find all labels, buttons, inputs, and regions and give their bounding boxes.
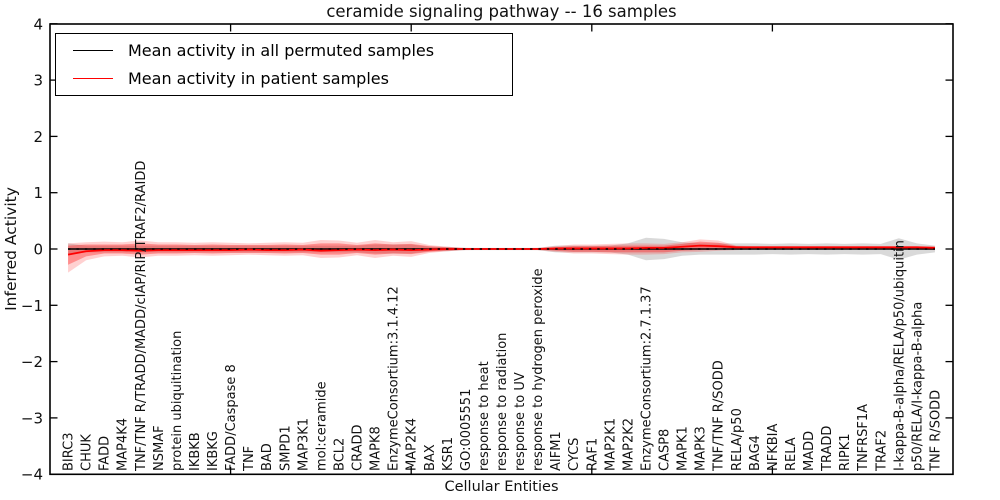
x-tick-label: MAP4K4 [116,418,131,471]
x-tick-label: response to UV [513,372,528,471]
chart-title: ceramide signaling pathway -- 16 samples [326,2,677,21]
x-tick-label: RELA [784,437,799,471]
x-tick-label: CASP8 [658,429,673,471]
y-axis-label: Inferred Activity [2,187,20,311]
x-tick-label: BCL2 [332,438,347,471]
x-tick-label: RAF1 [585,438,600,471]
x-tick-label: MAPK3 [694,426,709,471]
x-tick-label: TNF/TNF R/SODD [712,360,727,472]
x-tick-label: CYCS [567,438,582,471]
x-tick-label: IKBKB [188,432,203,471]
y-tick-label: 2 [33,128,43,146]
legend-permuted-label: Mean activity in all permuted samples [128,41,435,61]
confidence-band-patient-inner [68,241,935,265]
x-tick-label: EnzymeConsortium:3.1.4.12 [387,286,402,471]
y-tick-label: −4 [21,466,43,484]
x-tick-label: RELA/p50 [730,408,745,471]
legend-entry-permuted: Mean activity in all permuted samples [73,41,512,60]
patient-mean-line [67,244,935,256]
confidence-band-patient-outer [68,239,935,273]
x-tick-label: CHUK [80,434,95,471]
x-tick-label: SMPD1 [278,425,293,471]
x-tick-label: MADD [802,431,817,471]
x-tick-label: TNF/TNF R/TRADD/MADD/cIAP/RIP/TRAF2/RAID… [134,161,149,472]
x-tick-label: BIRC3 [62,433,77,472]
x-tick-label: EnzymeConsortium:2.7.1.37 [639,286,654,471]
x-tick-label: MAPK8 [369,426,384,471]
x-tick-label: BAX [423,444,438,471]
x-tick-label: response to heat [477,361,492,471]
y-tick-label: 1 [33,184,43,202]
legend-patient-line-sample [73,77,113,79]
x-tick-label: CRADD [351,425,366,472]
x-tick-label: NSMAF [152,425,167,471]
x-tick-label: NFKBIA [766,424,781,471]
x-tick-label: RIPK1 [838,433,853,471]
x-tick-label: FADD [98,436,113,471]
x-tick-label: AIFM1 [549,431,564,471]
legend: Mean activity in all permuted samples Me… [55,33,513,96]
x-tick-label: TRAF2 [874,430,889,472]
x-tick-label: TRADD [820,426,835,472]
y-tick-label: −1 [21,297,43,315]
y-tick-label: 0 [33,241,43,259]
x-tick-label: TNF R/SODD [928,390,943,472]
x-tick-label: MAP3K1 [296,418,311,471]
x-tick-label: TNFRSF1A [856,404,871,472]
x-tick-label: response to hydrogen peroxide [531,268,546,471]
x-tick-label: GO:0005551 [459,389,474,471]
legend-patient-label: Mean activity in patient samples [128,68,389,88]
x-tick-label: KSR1 [441,437,456,471]
y-tick-label: −3 [21,409,43,427]
x-tick-label: IKBKG [206,431,221,471]
x-tick-label: BAG4 [748,435,763,471]
x-tick-label: FADD/Caspase 8 [224,364,239,471]
x-tick-label: TNF [242,446,257,472]
x-tick-label: BAD [260,443,275,471]
x-tick-label: MAPK1 [676,426,691,471]
x-tick-label: MAP2K1 [603,418,618,471]
x-tick-label: I-kappa-B-alpha/RELA/p50/ubiquitin [892,240,907,471]
y-tick-label: −2 [21,353,43,371]
x-tick-label: protein ubiquitination [170,331,185,471]
x-axis-label: Cellular Entities [444,479,559,495]
legend-entry-patient: Mean activity in patient samples [73,69,512,88]
x-tick-label: MAP2K2 [621,418,636,471]
y-tick-label: 3 [33,72,43,90]
legend-permuted-line-sample [73,50,113,52]
x-tick-label: response to radiation [495,333,510,471]
y-tick-label: 4 [33,15,43,33]
x-tick-label: mol:ceramide [314,381,329,471]
x-tick-label: p50/RELA/I-kappa-B-alpha [910,302,925,471]
x-tick-label: MAP2K4 [405,418,420,471]
